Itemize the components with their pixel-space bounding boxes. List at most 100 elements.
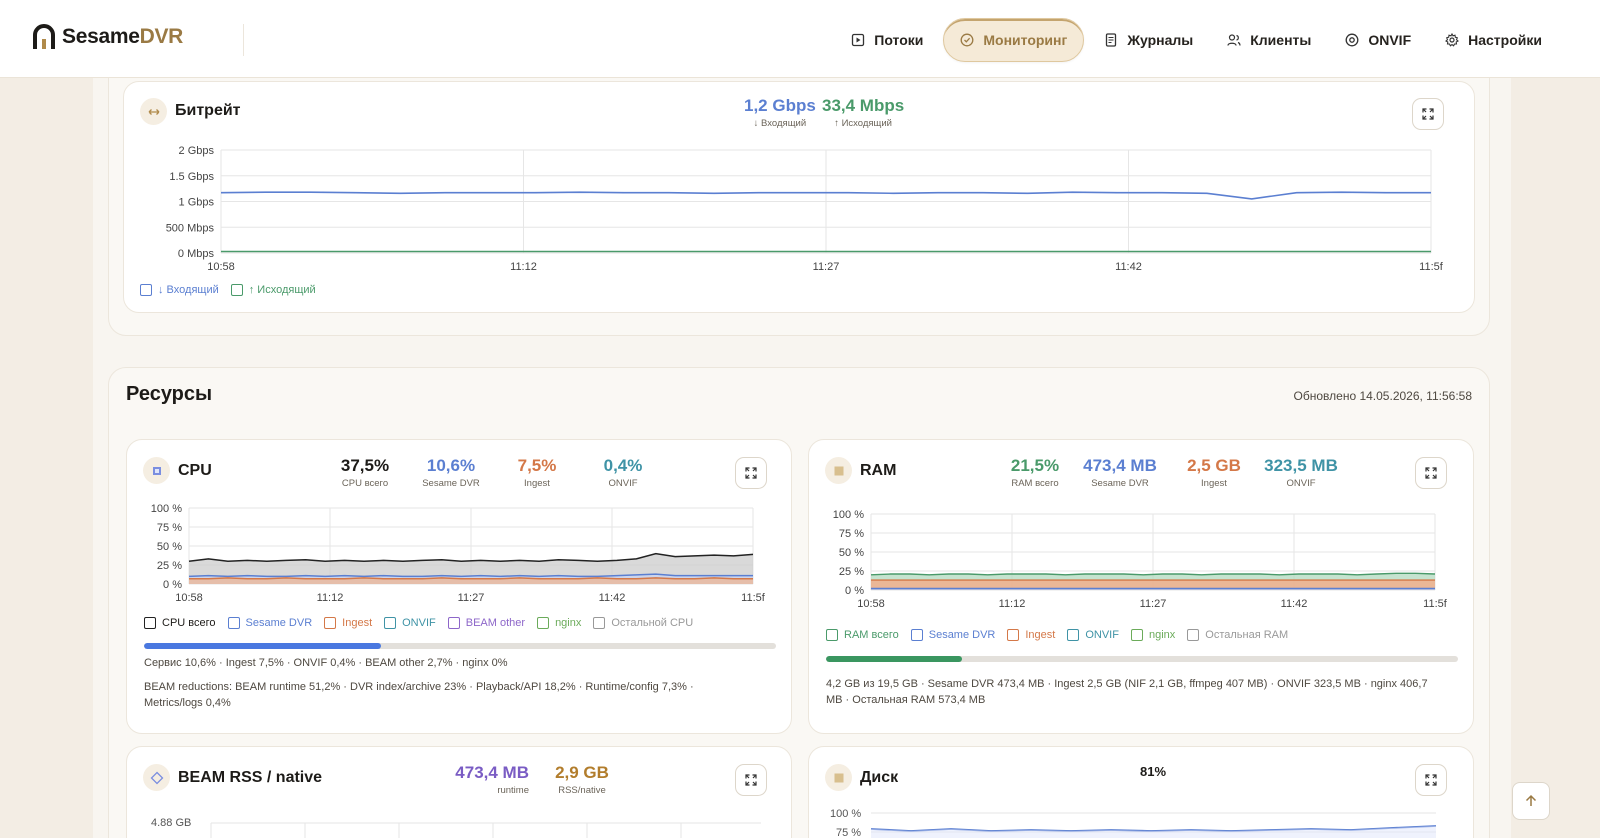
y-tick-label: 2 Gbps <box>179 145 215 157</box>
logs-icon <box>1106 33 1117 47</box>
x-tick-label: 11:42 <box>1115 261 1142 273</box>
legend-checkbox <box>144 617 156 629</box>
ram-usage-bar <box>826 656 1458 662</box>
expand-icon <box>745 774 757 786</box>
legend-label: CPU всего <box>162 617 216 629</box>
ram-legend-item[interactable]: Остальная RAM <box>1187 629 1288 641</box>
cpu-reductions-line: BEAM reductions: BEAM runtime 51,2% · DV… <box>144 681 694 693</box>
nav-item-onvif[interactable]: ONVIF <box>1331 18 1425 62</box>
cpu-legend-item[interactable]: nginx <box>537 617 581 629</box>
resources-section: Ресурсы Обновлено 14.05.2026, 11:56:58 C… <box>108 367 1490 838</box>
disk-expand-button[interactable] <box>1415 764 1447 796</box>
nav-label: Клиенты <box>1250 32 1312 48</box>
x-tick-label: 11:5f <box>741 592 766 604</box>
expand-icon <box>745 467 757 479</box>
bitrate-out-label: ↑ Исходящий <box>834 118 892 129</box>
ram-legend-item[interactable]: Sesame DVR <box>910 629 995 641</box>
cpu-legend-item[interactable]: BEAM other <box>447 617 525 629</box>
y-tick-label: 500 Mbps <box>166 222 215 234</box>
series-line <box>870 572 1436 576</box>
nav-item-logs[interactable]: Журналы <box>1090 18 1207 62</box>
cpu-expand-button[interactable] <box>735 457 767 489</box>
series-area <box>871 580 1435 590</box>
bitrate-out-stat: 33,4 Mbps ↑ Исходящий <box>822 96 904 129</box>
legend-item-outgoing[interactable]: ↑ Исходящий <box>230 284 316 296</box>
cpu-legend-item[interactable]: Ingest <box>324 617 372 629</box>
legend-checkbox <box>230 284 243 296</box>
legend-checkbox <box>324 617 337 629</box>
gear-icon <box>1445 33 1460 47</box>
cpu-card: CPU 37,5% CPU всего 10,6% Sesame DVR 7,5… <box>126 439 792 734</box>
resources-title: Ресурсы <box>126 383 213 405</box>
stat-value: 473,4 MB <box>1083 456 1157 475</box>
nav-item-streams[interactable]: Потоки <box>837 18 937 62</box>
bitrate-expand-button[interactable] <box>1412 98 1444 130</box>
cpu-legend: CPU всего Sesame DVR Ingest ONVIF BEAM other… <box>144 617 693 629</box>
disk-y-label-75: 75 % <box>836 827 862 838</box>
scroll-to-top-button[interactable] <box>1512 782 1550 820</box>
disk-usage-value: 81% <box>1140 764 1167 779</box>
disk-card: Диск 81% 100 % 75 % <box>808 746 1474 838</box>
ram-icon <box>825 457 852 484</box>
legend-checkbox <box>1187 629 1200 641</box>
ram-legend-item[interactable]: ONVIF <box>1067 629 1119 641</box>
legend-label: ONVIF <box>402 617 436 629</box>
legend-label: ↓ Входящий <box>158 284 219 296</box>
ram-legend-item[interactable]: nginx <box>1130 629 1176 641</box>
cpu-service-line: Сервис 10,6% · Ingest 7,5% · ONVIF 0,4% … <box>144 657 508 669</box>
logo[interactable]: SesameDVR <box>32 24 183 50</box>
x-tick-label: 10:58 <box>857 598 885 610</box>
beam-stat-rss: 2,9 GB RSS/native <box>547 763 617 796</box>
ram-usage-fill <box>826 656 962 662</box>
y-tick-label: 1 Gbps <box>179 197 215 209</box>
arrow-up-icon <box>1525 794 1537 806</box>
stat-label: runtime <box>497 785 529 796</box>
cpu-legend-item[interactable]: Остальной CPU <box>593 617 693 629</box>
x-tick-label: 11:5f <box>1419 261 1444 273</box>
stat-label: ONVIF <box>1286 478 1316 489</box>
ram-legend-item[interactable]: RAM всего <box>826 629 899 641</box>
x-tick-label: 11:27 <box>813 261 840 273</box>
ram-stat-onvif: 323,5 MB ONVIF <box>1251 456 1351 489</box>
cpu-legend-item[interactable]: CPU всего <box>144 617 216 629</box>
cpu-legend-item[interactable]: ONVIF <box>384 617 436 629</box>
nav-item-clients[interactable]: Клиенты <box>1213 18 1325 62</box>
x-tick-label: 11:5f <box>1423 598 1448 610</box>
top-navigation-bar: SesameDVR Потоки Мониторинг Журналы Клие… <box>0 0 1600 78</box>
legend-checkbox <box>910 629 923 641</box>
ram-legend-item[interactable]: Ingest <box>1007 629 1055 641</box>
disk-chart <box>870 812 1437 838</box>
beam-expand-button[interactable] <box>735 764 767 796</box>
beam-card: BEAM RSS / native 473,4 MB runtime 2,9 G… <box>126 746 792 838</box>
nav-label: Настройки <box>1468 32 1542 48</box>
cpu-stat-onvif: 0,4% ONVIF <box>581 456 665 489</box>
legend-label: Sesame DVR <box>245 617 313 629</box>
stat-value: 37,5% <box>340 456 390 475</box>
bitrate-icon <box>140 98 167 125</box>
legend-label: ↑ Исходящий <box>248 284 316 296</box>
beam-stat-runtime: 473,4 MB runtime <box>433 763 529 796</box>
bitrate-in-label: ↓ Входящий <box>753 118 807 129</box>
streams-icon <box>852 33 865 47</box>
bitrate-section: Битрейт 1,2 Gbps ↓ Входящий 33,4 Mbps ↑ … <box>108 60 1490 336</box>
nav-item-monitoring[interactable]: Мониторинг <box>943 18 1085 62</box>
ram-expand-button[interactable] <box>1415 457 1447 489</box>
legend-item-incoming[interactable]: ↓ Входящий <box>140 284 219 296</box>
bitrate-legend: ↓ Входящий ↑ Исходящий <box>140 284 316 296</box>
legend-checkbox <box>593 617 606 629</box>
cpu-legend-item[interactable]: Sesame DVR <box>227 617 313 629</box>
legend-checkbox <box>1130 629 1143 641</box>
cpu-stat-ingest: 7,5% Ingest <box>495 456 579 489</box>
y-tick-label: 0 Mbps <box>178 248 215 260</box>
bitrate-out-value: 33,4 Mbps <box>822 96 905 115</box>
legend-label: Ingest <box>1025 629 1056 641</box>
cpu-reductions-line-2: Metrics/logs 0,4% <box>144 697 231 709</box>
nav-label: Журналы <box>1127 32 1194 48</box>
cpu-chart: 100 % 75 % 50 % 25 % 0 %10:58 11:12 11:27 11:42… <box>151 503 766 604</box>
x-tick-label: 11:42 <box>1281 598 1308 610</box>
nav-item-settings[interactable]: Настройки <box>1431 18 1556 62</box>
bitrate-card: Битрейт 1,2 Gbps ↓ Входящий 33,4 Mbps ↑ … <box>123 81 1475 313</box>
legend-label: nginx <box>1148 629 1176 641</box>
onvif-icon <box>1345 33 1359 47</box>
